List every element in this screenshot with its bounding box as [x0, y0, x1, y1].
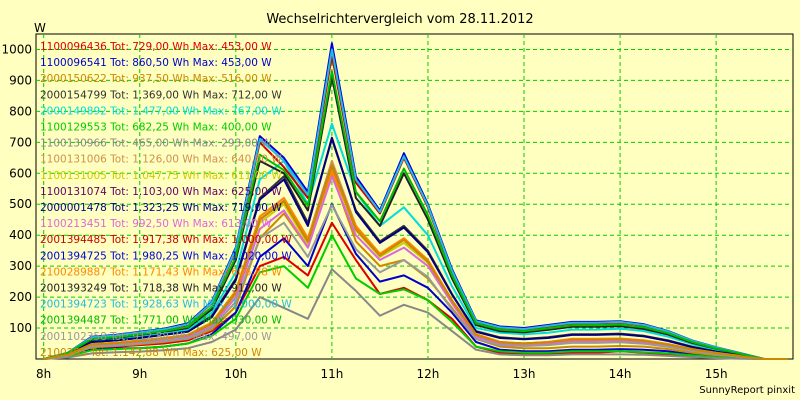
x-tick-label: 10h [224, 367, 247, 381]
x-tick-label: 15h [705, 367, 728, 381]
series-line-20 [43, 164, 789, 360]
legend-entry: 2000001478 Tot: 1.323,25 Wh Max: 719,00 … [40, 202, 282, 214]
grid-layer [36, 34, 793, 359]
x-tick-label: 9h [132, 367, 147, 381]
legend-entry: 1100131005 Tot: 1.047,75 Wh Max: 611,00 … [40, 170, 282, 182]
legend-entry: 2001102358 Tot: 912,88 Wh Max: 497,00 W [40, 331, 272, 343]
y-tick-label: 600 [9, 166, 32, 180]
legend-entry: 2001393249 Tot: 1.718,38 Wh Max: 912,00 … [40, 283, 282, 295]
legend-entry: 2001394725 Tot: 1.980,25 Wh Max: 1.020,0… [40, 250, 292, 262]
x-tick-label: 13h [513, 367, 536, 381]
y-tick-label: 400 [9, 228, 32, 242]
y-tick-label: 500 [9, 197, 32, 211]
y-tick-label: 900 [9, 73, 32, 87]
y-tick-label: 1000 [1, 42, 32, 56]
series-line-17 [43, 48, 789, 360]
chart-title: Wechselrichtervergleich vom 28.11.2012 [266, 12, 533, 27]
legend-entry: 2000149892 Tot: 1.477,00 Wh Max: 767,00 … [40, 105, 282, 117]
y-tick-label: 300 [9, 259, 32, 273]
legend-entry: 1100213451 Tot: 992,50 Wh Max: 613,00 W [40, 218, 272, 230]
y-axis-label: W [34, 21, 46, 35]
x-tick-label: 14h [609, 367, 632, 381]
legend-entry: 1100096436 Tot: 729,00 Wh Max: 453,00 W [40, 41, 272, 53]
legend-entry: 1100131006 Tot: 1.126,00 Wh Max: 640,00 … [40, 154, 282, 166]
legend: 1100096436 Tot: 729,00 Wh Max: 453,00 W 1… [40, 41, 292, 359]
y-axis: 100 200 300 400 500 600 700 800 900 1000 [1, 42, 32, 335]
legend-entry: 2001394487 Tot: 1.771,00 Wh Max: 930,00 … [40, 315, 282, 327]
y-tick-label: 700 [9, 135, 32, 149]
legend-entry: 2001394485 Tot: 1.917,38 Wh Max: 1.000,0… [40, 234, 292, 246]
series-line-19 [43, 204, 789, 360]
legend-entry: 2001394723 Tot: 1.928,63 Wh Max: 1.000,0… [40, 299, 292, 311]
series-line-18 [43, 70, 789, 360]
x-tick-label: 8h [36, 367, 51, 381]
y-tick-label: 800 [9, 104, 32, 118]
series-layer [43, 42, 789, 360]
legend-entry: 1100096541 Tot: 860,50 Wh Max: 453,00 W [40, 57, 272, 69]
x-axis: 8h 9h 10h 11h 12h 13h 14h 15h [36, 367, 728, 381]
legend-entry: 2000154799 Tot: 1.369,00 Wh Max: 712,00 … [40, 89, 282, 101]
legend-entry: 1100131074 Tot: 1.103,00 Wh Max: 625,00 … [40, 186, 282, 198]
legend-entry: 2100289887 Tot: 1.171,43 Wh Max: 606,88 … [40, 266, 282, 278]
legend-entry: 2100285 Tot: 1.142,88 Wh Max: 625,00 W [40, 347, 262, 359]
legend-entry: 1100130966 Tot: 465,00 Wh Max: 293,00 W [40, 138, 272, 150]
plot-area [35, 33, 794, 360]
legend-entry: 1100129553 Tot: 682,25 Wh Max: 400,00 W [40, 122, 272, 134]
series-line-12 [43, 175, 789, 360]
series-line-7 [43, 268, 789, 360]
x-tick-label: 11h [320, 367, 343, 381]
footer-credit: SunnyReport pinxit [699, 385, 795, 396]
y-tick-label: 100 [9, 321, 32, 335]
series-line-6 [43, 234, 789, 360]
legend-entry: 2000150622 Tot: 937,50 Wh Max: 516,00 W [40, 73, 272, 85]
y-tick-label: 200 [9, 290, 32, 304]
series-line-5 [43, 122, 789, 360]
x-tick-label: 12h [417, 367, 440, 381]
series-line-11 [43, 136, 789, 360]
